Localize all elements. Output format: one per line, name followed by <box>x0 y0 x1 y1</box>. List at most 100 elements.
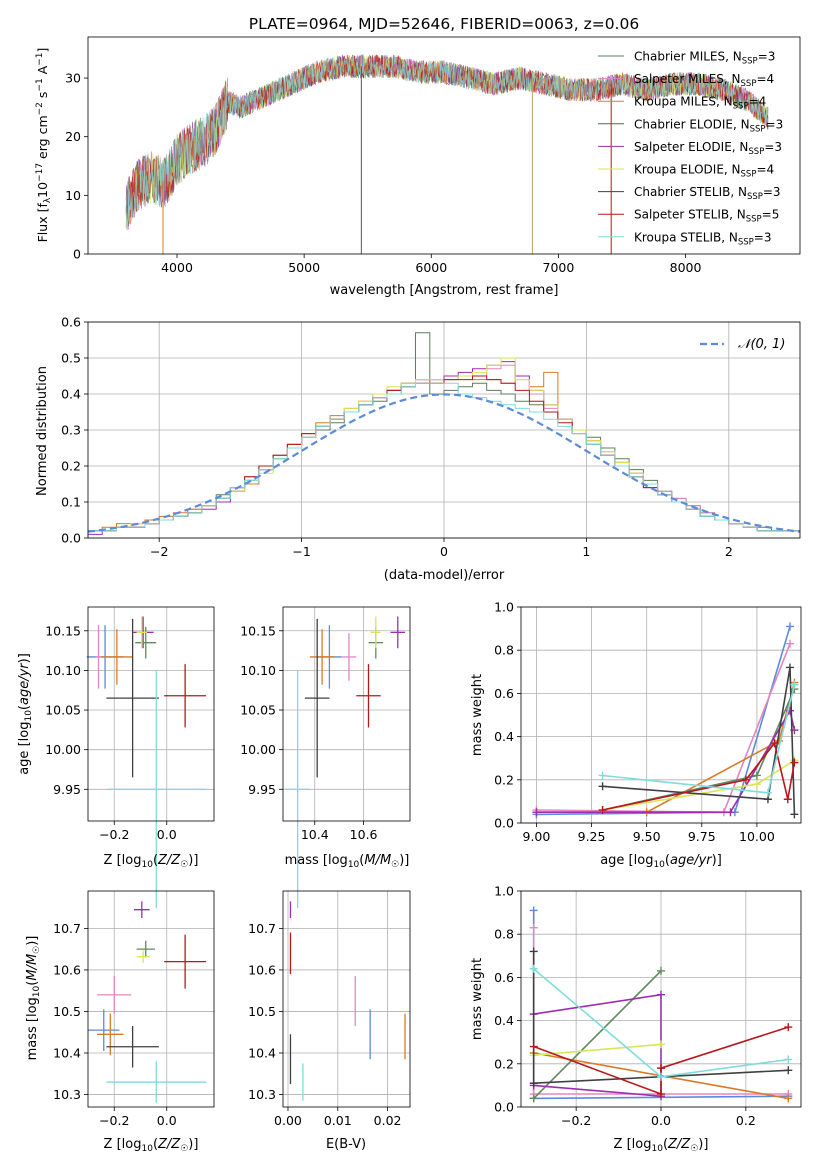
mass-vs-z-panel: −0.2 0.0 10.3 10.4 10.5 10.6 10.7 <box>53 890 215 1128</box>
normal-curve <box>87 393 801 533</box>
mz-xlabel: Z [log10(Z/Z☉)] <box>104 1137 199 1154</box>
weight-line <box>536 643 791 814</box>
histogram-xlabel: (data-model)/error <box>384 568 505 583</box>
weight-line <box>533 1043 662 1056</box>
spectrum-ylabel: Flux [fλ10−17 erg cm−2 s−1 A−1] <box>35 48 53 243</box>
mwz-xlabel: Z [log10(Z/Z☉)] <box>614 1137 709 1154</box>
massweight-vs-age-panel: 9.00 9.25 9.50 9.75 10.00 0.0 0.2 0.4 0.6 0.8 1.0 <box>494 600 802 844</box>
x-tick-label: 7000 <box>543 260 575 275</box>
weight-marker <box>726 808 735 817</box>
weight-marker <box>752 780 761 789</box>
legend-label: Kroupa MILES, NSSP=4 <box>634 95 766 112</box>
y-tick-label: 10.5 <box>248 1004 276 1019</box>
agez-xlabel: Z [log10(Z/Z☉)] <box>104 853 199 870</box>
mwz-ylabel: mass weight <box>470 958 485 1040</box>
spectrum-ylabel-5: −2 <box>35 102 45 115</box>
weight-marker <box>532 808 541 817</box>
y-tick-label: 0.3 <box>61 423 81 438</box>
x-tick-label: 4000 <box>161 260 193 275</box>
agez-ylabel: age [log10(age/yr)] <box>17 653 34 775</box>
weight-marker <box>774 736 783 745</box>
y-tick-label: 0.6 <box>494 970 514 985</box>
axes-frame <box>87 36 801 255</box>
weight-marker <box>657 966 665 975</box>
axes-frame <box>282 606 411 822</box>
y-tick-label: 0.2 <box>61 459 81 474</box>
x-tick-label: 9.25 <box>578 829 606 844</box>
axes-frame <box>282 890 411 1108</box>
mz-ylabel: mass [log10(M/M☉)] <box>25 936 42 1061</box>
y-tick-label: 0.2 <box>494 772 514 787</box>
legend-label: Salpeter STELIB, NSSP=5 <box>634 208 779 225</box>
x-tick-label: −2 <box>150 544 168 559</box>
x-tick-label: −0.2 <box>561 1113 591 1128</box>
spectrum-ylabel-0: Flux [f <box>35 203 50 243</box>
weight-line <box>536 682 796 813</box>
y-tick-label: 10.6 <box>53 962 81 977</box>
weight-marker <box>770 739 779 748</box>
x-tick-label: 0.0 <box>157 827 177 842</box>
weight-marker <box>657 1090 665 1099</box>
legend-label: Salpeter ELODIE, NSSP=3 <box>634 140 782 157</box>
y-tick-label: 0.6 <box>494 686 514 701</box>
x-tick-label: 0.2 <box>736 1113 756 1128</box>
y-tick-label: 0.2 <box>494 1056 514 1071</box>
weight-marker <box>790 680 799 689</box>
x-tick-label: 9.75 <box>688 829 716 844</box>
legend-label: Chabrier STELIB, NSSP=3 <box>634 185 781 202</box>
spectrum-ylabel-9: −1 <box>35 53 45 66</box>
x-tick-label: 10.00 <box>739 829 775 844</box>
weight-marker <box>657 1072 665 1081</box>
spectrum-trace <box>125 53 769 231</box>
mebv-xlabel: E(B-V) <box>326 1137 366 1152</box>
weight-marker <box>529 1094 538 1103</box>
y-tick-label: 0.5 <box>61 351 81 366</box>
x-tick-label: 0.0 <box>651 1113 671 1128</box>
y-tick-label: 10.3 <box>248 1087 276 1102</box>
y-tick-label: 9.95 <box>53 782 81 797</box>
x-tick-label: 6000 <box>415 260 447 275</box>
weight-marker <box>784 1094 793 1103</box>
y-tick-label: 10.15 <box>240 623 276 638</box>
histogram-panel: −2 −1 0 1 2 0.0 0.1 0.2 0.3 0.4 0.5 0.6 𝒩(0, 1) <box>61 315 801 559</box>
y-tick-label: 10.00 <box>240 742 276 757</box>
weight-marker <box>598 771 607 780</box>
weight-marker <box>657 1064 665 1073</box>
x-tick-label: 9.50 <box>633 829 661 844</box>
x-tick-label: 0.01 <box>324 1113 352 1128</box>
spectrum-panel: 4000 5000 6000 7000 8000 0 10 20 30 Chabrier MILE… <box>65 36 801 275</box>
weight-marker <box>657 990 665 999</box>
x-tick-label: 0.02 <box>374 1113 402 1128</box>
weight-marker <box>529 964 538 973</box>
weight-marker <box>529 1042 538 1051</box>
x-tick-label: 8000 <box>670 260 702 275</box>
spectrum-ylabel-10: ] <box>35 48 50 53</box>
legend-label: Kroupa ELODIE, NSSP=4 <box>634 163 774 180</box>
weight-line <box>533 1026 789 1096</box>
spectrum-ylabel-1: λ <box>43 197 53 203</box>
mwz-xlabel-text: Z [log <box>614 1137 652 1152</box>
spectrum-ylabel-6: s <box>35 92 50 103</box>
weight-marker <box>783 795 792 804</box>
y-tick-label: 30 <box>65 71 81 86</box>
y-tick-label: 10.7 <box>248 921 276 936</box>
y-tick-label: 0.0 <box>61 531 81 546</box>
y-tick-label: 10.3 <box>53 1087 81 1102</box>
y-tick-label: 10.4 <box>248 1046 276 1061</box>
y-tick-label: 0.4 <box>494 1013 514 1028</box>
mz-ylabel-text: mass [log <box>25 997 40 1060</box>
mass-vs-ebv-panel: 0.00 0.01 0.02 10.3 10.4 10.5 10.6 10.7 <box>248 890 411 1128</box>
y-tick-label: 10 <box>65 188 81 203</box>
weight-marker <box>784 1055 793 1064</box>
y-tick-label: 0.6 <box>61 315 81 330</box>
weight-line <box>602 684 796 794</box>
weight-marker <box>785 663 794 672</box>
mwage-xlabel-text: age [log <box>600 853 653 868</box>
spectrum-ylabel-3: −17 <box>35 163 45 182</box>
y-tick-label: 10.05 <box>240 703 276 718</box>
x-tick-label: −0.2 <box>99 1113 129 1128</box>
weight-marker <box>529 923 538 932</box>
x-tick-label: 1 <box>582 544 590 559</box>
weight-line <box>533 970 662 1099</box>
